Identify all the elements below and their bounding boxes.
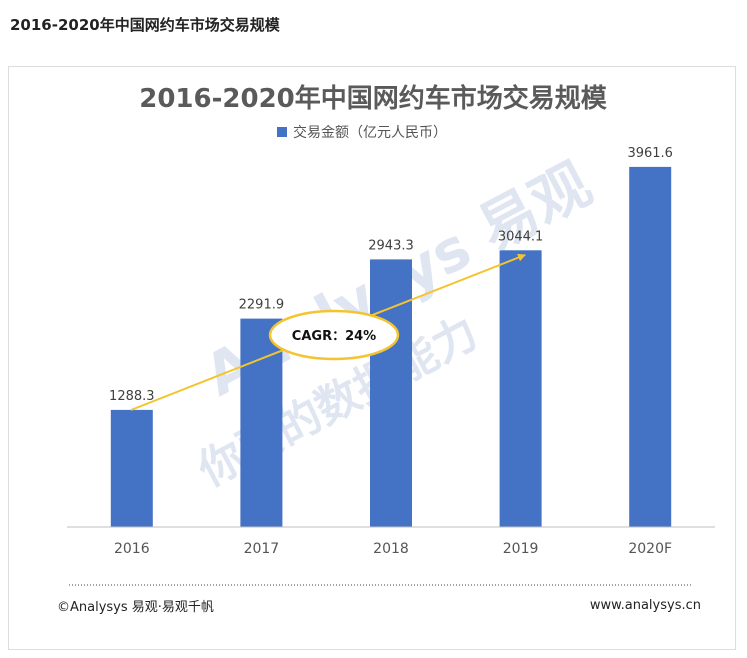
x-tick-2019: 2019 — [503, 541, 539, 557]
x-tick-2018: 2018 — [373, 541, 409, 557]
value-label-2017: 2291.9 — [239, 298, 285, 313]
legend-swatch — [277, 127, 287, 137]
x-tick-2020F: 2020F — [628, 541, 672, 557]
bar-2018 — [370, 259, 412, 527]
value-label-2019: 3044.1 — [498, 229, 544, 244]
x-axis-tick-labels: 2016 2017 2018 2019 2020F — [114, 541, 672, 557]
bar-2016 — [110, 409, 153, 527]
value-labels-group: 1288.3 2291.9 2943.3 3044.1 3961.6 — [109, 146, 673, 404]
cagr-ellipse — [268, 309, 400, 361]
footer-website: www.analysys.cn — [590, 598, 701, 613]
cagr-text: CAGR：24% — [292, 329, 376, 344]
value-label-2020F: 3961.6 — [627, 146, 673, 161]
value-label-2018: 2943.3 — [368, 238, 414, 253]
legend-label: 交易金额（亿元人民币） — [293, 124, 447, 141]
value-label-2016: 1288.3 — [109, 389, 155, 404]
bar-2017 — [240, 318, 283, 527]
bar-2019 — [499, 250, 542, 528]
x-tick-2016: 2016 — [114, 541, 150, 557]
legend: 交易金额（亿元人民币） — [277, 124, 447, 141]
bar-chart: Analysys 易观 你要的数据能力 2016-2020年中国网约车市场交易规… — [57, 83, 715, 615]
bar-2020F — [629, 166, 672, 527]
page-heading: 2016-2020年中国网约车市场交易规模 — [10, 16, 280, 34]
x-tick-2017: 2017 — [244, 541, 280, 557]
footer-copyright: ©Analysys 易观·易观千帆 — [57, 600, 214, 615]
chart-title: 2016-2020年中国网约车市场交易规模 — [139, 83, 608, 114]
chart-frame: Analysys 易观 你要的数据能力 2016-2020年中国网约车市场交易规… — [8, 66, 736, 650]
cagr-annotation: CAGR：24% — [130, 253, 526, 411]
